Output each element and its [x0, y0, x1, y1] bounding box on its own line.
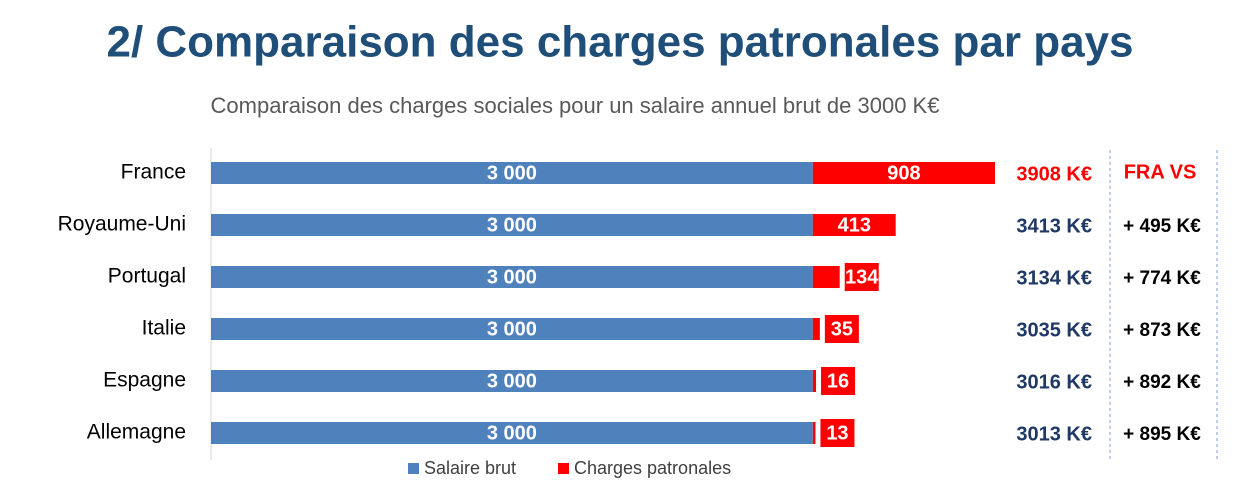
value-label: 908 — [887, 162, 920, 184]
label-bg — [821, 367, 856, 395]
bar-segment — [211, 266, 813, 288]
total-label: 3035 K€ — [1016, 319, 1092, 341]
value-label: 3 000 — [487, 370, 537, 392]
legend-label: Charges patronales — [574, 458, 731, 478]
bar-segment — [812, 214, 896, 236]
category-label: Royaume-Uni — [58, 213, 186, 236]
total-label: 3016 K€ — [1016, 371, 1092, 393]
comparison-label: + 873 K€ — [1123, 320, 1201, 341]
value-label: 35 — [831, 318, 853, 340]
bar-segment — [812, 422, 816, 444]
comparison-label: + 495 K€ — [1123, 216, 1201, 237]
bar-segment — [211, 214, 813, 236]
comparison-label: + 895 K€ — [1123, 424, 1201, 445]
legend-swatch — [558, 463, 569, 474]
value-label: 13 — [826, 422, 848, 444]
value-label: 134 — [845, 266, 879, 288]
value-label: 3 000 — [487, 266, 537, 288]
value-label: 16 — [827, 370, 849, 392]
bar-segment — [211, 162, 813, 184]
bar-segment — [812, 370, 817, 392]
bar-segment — [812, 266, 840, 288]
category-label: Italie — [142, 317, 186, 340]
bar-segment — [812, 162, 995, 184]
total-label: 3134 K€ — [1016, 267, 1092, 289]
comparison-header: FRA VS — [1124, 161, 1197, 183]
label-bg — [844, 263, 879, 291]
category-label: Allemagne — [87, 421, 186, 444]
bar-segment — [812, 318, 820, 340]
chart-subtitle: Comparaison des charges sociales pour un… — [211, 93, 940, 118]
total-label: 3908 K€ — [1016, 163, 1092, 185]
total-label: 3413 K€ — [1016, 215, 1092, 237]
chart-title: 2/ Comparaison des charges patronales pa… — [106, 18, 1133, 67]
bar-segment — [211, 318, 813, 340]
label-bg — [824, 315, 859, 343]
bar-segment — [211, 422, 813, 444]
value-label: 413 — [838, 214, 871, 236]
comparison-label: + 774 K€ — [1123, 268, 1201, 289]
category-label: France — [121, 161, 186, 184]
category-label: Espagne — [103, 369, 186, 392]
value-label: 3 000 — [487, 214, 537, 236]
label-bg — [820, 419, 855, 447]
value-label: 3 000 — [487, 422, 537, 444]
value-label: 3 000 — [487, 162, 537, 184]
comparison-label: + 892 K€ — [1123, 372, 1201, 393]
total-label: 3013 K€ — [1016, 423, 1092, 445]
bar-segment — [211, 370, 813, 392]
legend-swatch — [408, 463, 419, 474]
value-label: 3 000 — [487, 318, 537, 340]
legend-label: Salaire brut — [424, 458, 516, 478]
category-label: Portugal — [108, 265, 186, 288]
